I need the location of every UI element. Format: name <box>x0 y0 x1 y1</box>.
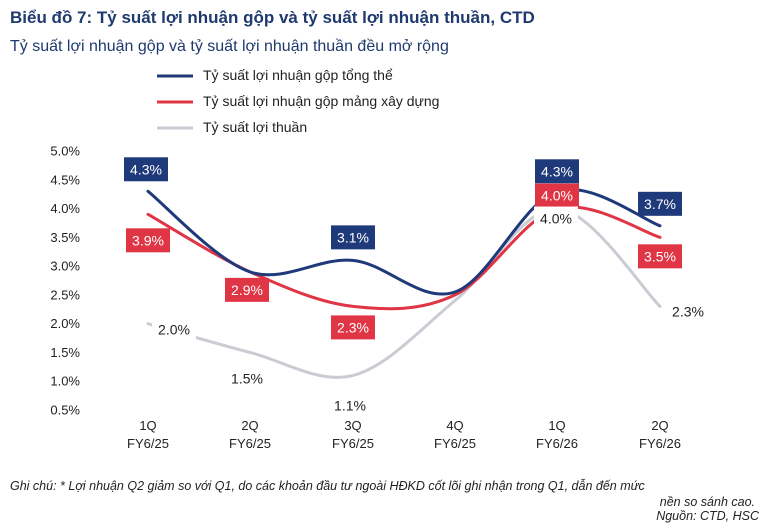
x-tick-label: 1Q <box>139 418 156 433</box>
x-tick-label: 2Q <box>241 418 258 433</box>
data-label-box <box>124 157 168 182</box>
data-label: 3.9% <box>132 232 164 248</box>
x-tick-label: FY6/25 <box>127 436 169 451</box>
series-line-0 <box>146 187 662 296</box>
footnote-line-1: Ghi chú: * Lợi nhuận Q2 giảm so với Q1, … <box>10 479 645 493</box>
data-label: 4.0% <box>541 188 573 204</box>
y-tick-label: 4.5% <box>50 172 80 187</box>
chart-title: Biểu đồ 7: Tỷ suất lợi nhuận gộp và tỷ s… <box>10 8 535 27</box>
x-tick-label: 2Q <box>651 418 668 433</box>
y-tick-label: 2.0% <box>50 316 80 331</box>
y-tick-label: 0.5% <box>50 403 80 418</box>
data-label-box <box>331 225 375 250</box>
legend-label: Tỷ suất lợi nhuận gộp tổng thể <box>203 67 393 83</box>
chart-subtitle: Tỷ suất lợi nhuận gộp và tỷ suất lợi nhu… <box>10 38 449 55</box>
data-label-box <box>328 393 372 418</box>
x-tick-label: FY6/25 <box>229 436 271 451</box>
x-tick-label: FY6/25 <box>434 436 476 451</box>
y-tick-label: 5.0% <box>50 144 80 159</box>
series-line-2 <box>146 207 662 379</box>
footnote: Ghi chú: * Lợi nhuận Q2 giảm so với Q1, … <box>10 478 755 510</box>
data-label: 4.3% <box>541 163 573 179</box>
data-label-box <box>126 228 170 253</box>
source-note: Nguồn: CTD, HSC <box>656 509 759 523</box>
data-label-box <box>331 315 375 340</box>
y-tick-label: 1.0% <box>50 374 80 389</box>
data-label-box <box>666 299 710 324</box>
data-label-box <box>152 317 196 342</box>
y-tick-label: 1.5% <box>50 345 80 360</box>
data-label-box <box>638 244 682 269</box>
data-label-box <box>535 159 579 184</box>
data-label-box <box>638 191 682 216</box>
y-tick-label: 3.0% <box>50 259 80 274</box>
data-label: 3.7% <box>644 196 676 212</box>
data-label: 3.1% <box>337 229 369 245</box>
data-label: 2.3% <box>337 319 369 335</box>
y-tick-label: 2.5% <box>50 287 80 302</box>
y-tick-label: 3.5% <box>50 230 80 245</box>
data-label-box <box>225 366 269 391</box>
data-label: 1.5% <box>231 370 263 386</box>
data-label: 3.5% <box>644 248 676 264</box>
data-label-box <box>534 206 578 231</box>
data-label-box <box>535 183 579 208</box>
x-tick-label: FY6/26 <box>639 436 681 451</box>
legend-label: Tỷ suất lợi thuần <box>203 119 307 135</box>
y-tick-label: 4.0% <box>50 201 80 216</box>
x-tick-label: 3Q <box>344 418 361 433</box>
data-label: 1.1% <box>334 397 366 413</box>
data-label: 4.0% <box>540 211 572 227</box>
data-label: 4.3% <box>130 161 162 177</box>
x-tick-label: FY6/25 <box>332 436 374 451</box>
data-label: 2.3% <box>672 303 704 319</box>
x-tick-label: 1Q <box>548 418 565 433</box>
x-tick-label: 4Q <box>446 418 463 433</box>
legend-label: Tỷ suất lợi nhuận gộp mảng xây dựng <box>203 93 439 109</box>
footnote-line-2: nền so sánh cao. <box>659 495 755 509</box>
line-chart: 0.5% 1.0% 1.5% 2.0% 2.5% 3.0% 3.5% 4.0% 4.5% 5.0%… <box>50 67 710 451</box>
data-label-box <box>225 277 269 302</box>
x-tick-label: FY6/26 <box>536 436 578 451</box>
data-label: 2.0% <box>158 322 190 338</box>
data-label: 2.9% <box>231 282 263 298</box>
